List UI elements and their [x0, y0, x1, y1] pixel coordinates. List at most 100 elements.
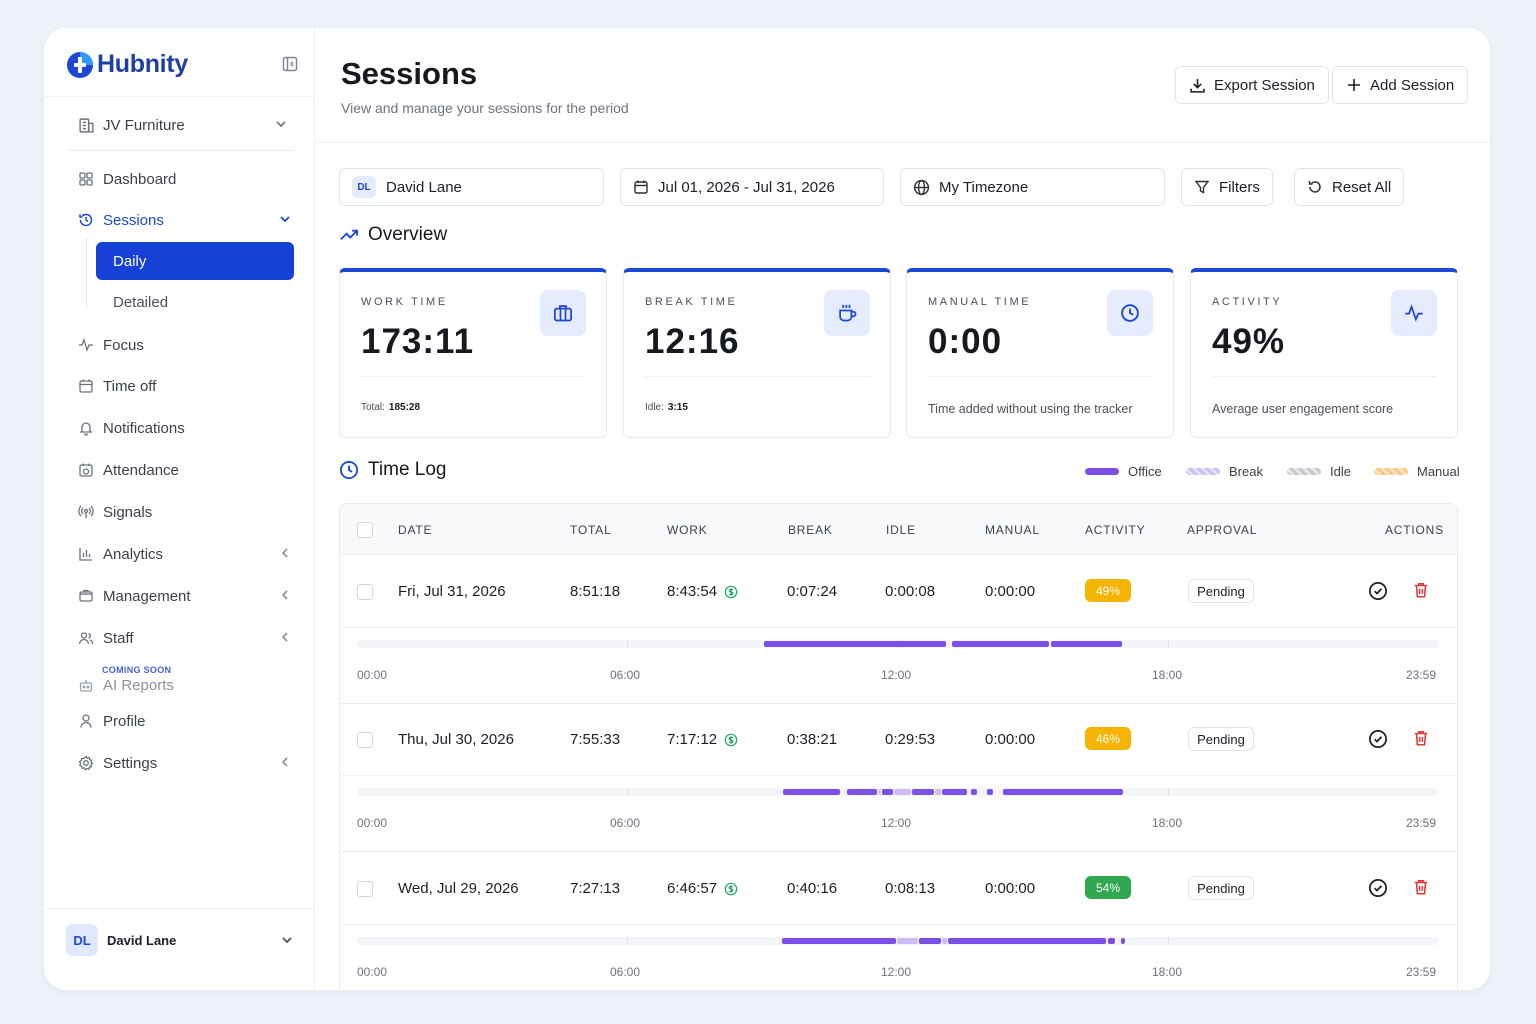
row-checkbox[interactable] — [357, 881, 373, 897]
col-total: TOTAL — [570, 523, 612, 537]
nav-attendance[interactable]: Attendance — [78, 458, 292, 482]
nav-detailed[interactable]: Detailed — [113, 294, 169, 311]
table-row: Thu, Jul 30, 2026 7:55:33 7:17:12 0:38:2… — [340, 704, 1457, 852]
timeline-break-segment[interactable] — [935, 789, 941, 795]
timeline-break-segment[interactable] — [894, 789, 911, 795]
time-label: 23:59 — [1406, 816, 1437, 830]
approve-check-icon[interactable] — [1368, 581, 1388, 601]
nav-settings-label: Settings — [103, 754, 158, 772]
nav-profile[interactable]: Profile — [78, 709, 292, 733]
nav-time-off[interactable]: Time off — [78, 374, 292, 398]
time-label: 00:00 — [357, 816, 388, 830]
timeline-office-segment[interactable] — [912, 789, 934, 795]
org-selector[interactable]: JV Furniture — [78, 114, 288, 136]
approval-status-badge: Pending — [1188, 727, 1254, 751]
nav-staff[interactable]: Staff — [78, 626, 292, 650]
legend-label: Idle — [1330, 464, 1351, 479]
time-log-table: DATE TOTAL WORK BREAK IDLE MANUAL ACTIVI… — [339, 503, 1458, 990]
delete-icon[interactable] — [1412, 729, 1430, 747]
cell-date: Wed, Jul 29, 2026 — [398, 880, 519, 897]
sidebar: Hubnity JV Furniture Dashboard Sessions — [44, 28, 315, 990]
user-menu[interactable]: DL David Lane — [66, 923, 294, 957]
plus-icon — [1346, 77, 1362, 93]
timeline-break-segment[interactable] — [897, 938, 918, 944]
legend-manual: Manual — [1374, 464, 1460, 479]
cell-work-value: 7:17:12 — [667, 731, 718, 748]
gear-icon — [78, 755, 94, 771]
nav-focus[interactable]: Focus — [78, 333, 292, 357]
filters-button[interactable]: Filters — [1181, 168, 1273, 206]
timeline-office-segment[interactable] — [1121, 938, 1125, 944]
nav-notifications[interactable]: Notifications — [78, 416, 292, 440]
cell-break: 0:40:16 — [787, 880, 838, 897]
timeline-idle-segment[interactable] — [878, 789, 881, 795]
col-date: DATE — [398, 523, 433, 537]
card-foot-label: Idle: — [645, 402, 664, 413]
manual-time-card: MANUAL TIME 0:00 Time added without usin… — [906, 268, 1174, 438]
reset-all-button[interactable]: Reset All — [1294, 168, 1405, 206]
user-filter[interactable]: DL David Lane — [339, 168, 604, 206]
row-checkbox[interactable] — [357, 584, 373, 600]
card-foot-value: 185:28 — [388, 402, 421, 413]
timeline-office-segment[interactable] — [847, 789, 877, 795]
submenu-line — [86, 238, 87, 308]
date-range-filter[interactable]: Jul 01, 2026 - Jul 31, 2026 — [620, 168, 884, 206]
nav-sessions[interactable]: Sessions — [78, 208, 292, 232]
collapse-sidebar-icon[interactable] — [282, 56, 298, 72]
timeline-office-segment[interactable] — [952, 641, 1049, 647]
legend-office: Office — [1085, 464, 1162, 479]
time-label: 23:59 — [1406, 668, 1437, 682]
divider — [44, 96, 315, 97]
card-value: 173:11 — [361, 322, 475, 361]
delete-icon[interactable] — [1412, 878, 1430, 896]
cell-total: 7:55:33 — [570, 731, 621, 748]
timeline-office-segment[interactable] — [764, 641, 946, 647]
approve-check-icon[interactable] — [1368, 878, 1388, 898]
timeline-office-segment[interactable] — [782, 938, 896, 944]
chevron-down-icon — [280, 933, 294, 947]
cell-work: 7:17:12 — [667, 731, 738, 748]
row-summary: Wed, Jul 29, 2026 7:27:13 6:46:57 0:40:1… — [340, 853, 1457, 925]
timeline-office-segment[interactable] — [882, 789, 893, 795]
nav-dashboard[interactable]: Dashboard — [78, 167, 292, 191]
timeline-office-segment[interactable] — [942, 789, 967, 795]
nav-signals-label: Signals — [103, 503, 153, 521]
time-label: 00:00 — [357, 668, 388, 682]
timeline-office-segment[interactable] — [971, 789, 977, 795]
timeline-office-segment[interactable] — [987, 789, 993, 795]
timeline-office-segment[interactable] — [919, 938, 941, 944]
time-label: 12:00 — [881, 965, 912, 979]
nav-daily[interactable]: Daily — [96, 242, 294, 280]
export-session-button[interactable]: Export Session — [1175, 66, 1329, 104]
timeline-break-segment[interactable] — [942, 938, 947, 944]
delete-icon[interactable] — [1412, 581, 1430, 599]
approve-check-icon[interactable] — [1368, 729, 1388, 749]
nav-management[interactable]: Management — [78, 584, 292, 608]
nav-analytics[interactable]: Analytics — [78, 542, 292, 566]
card-value: 12:16 — [645, 322, 740, 361]
table-row: Fri, Jul 31, 2026 8:51:18 8:43:54 0:07:2… — [340, 556, 1457, 704]
timeline-office-segment[interactable] — [783, 789, 840, 795]
timezone-filter[interactable]: My Timezone — [900, 168, 1165, 206]
select-all-checkbox[interactable] — [357, 522, 373, 538]
timeline-tick — [627, 937, 628, 945]
nav-settings[interactable]: Settings — [78, 751, 292, 775]
overview-title: Overview — [368, 224, 448, 245]
cell-date: Thu, Jul 30, 2026 — [398, 731, 514, 748]
table-row: Wed, Jul 29, 2026 7:27:13 6:46:57 0:40:1… — [340, 853, 1457, 990]
card-label: MANUAL TIME — [928, 296, 1032, 308]
row-checkbox[interactable] — [357, 732, 373, 748]
add-session-button[interactable]: Add Session — [1332, 66, 1469, 104]
time-label: 12:00 — [881, 816, 912, 830]
globe-icon — [913, 179, 930, 196]
cell-manual: 0:00:00 — [985, 583, 1036, 600]
chevron-left-icon — [278, 588, 292, 602]
timeline-office-segment[interactable] — [1003, 789, 1123, 795]
timeline-office-segment[interactable] — [1051, 641, 1122, 647]
activity-badge: 49% — [1085, 579, 1131, 602]
nav-focus-label: Focus — [103, 336, 144, 354]
timeline-office-segment[interactable] — [1108, 938, 1115, 944]
time-label: 06:00 — [610, 816, 641, 830]
nav-signals[interactable]: Signals — [78, 500, 292, 524]
timeline-office-segment[interactable] — [948, 938, 1106, 944]
